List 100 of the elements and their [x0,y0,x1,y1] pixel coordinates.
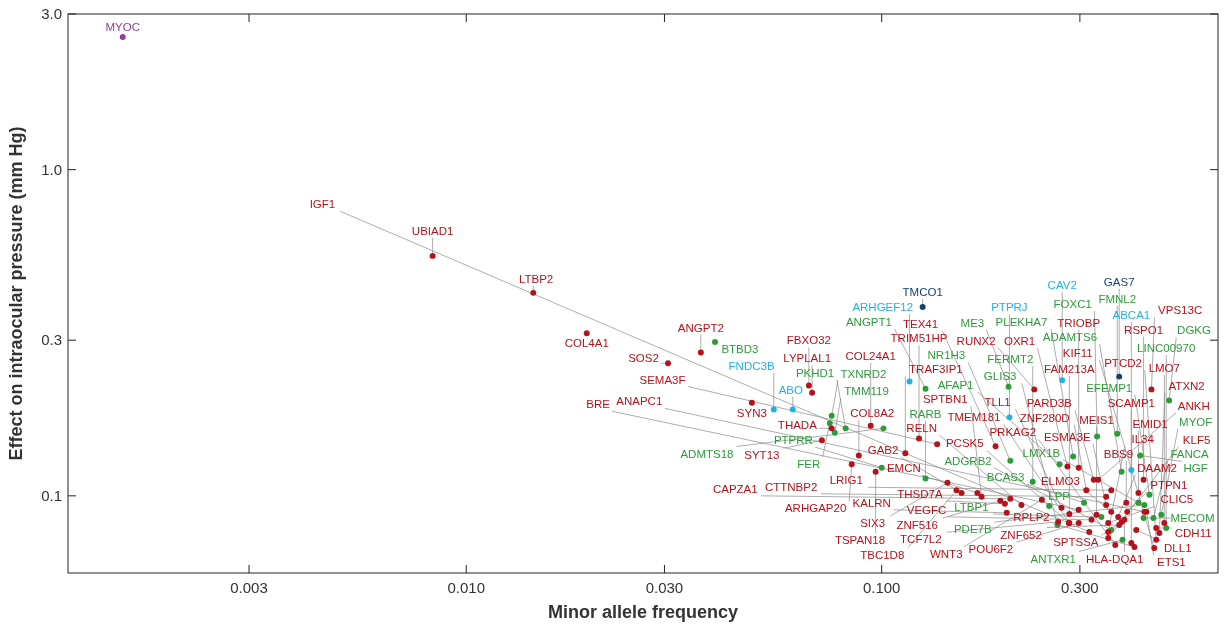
annotation: MYOC [105,21,140,34]
annotation: LPP [1048,489,1071,502]
annotation: NR1H3 [927,349,966,362]
annotation: RSPO1 [1124,323,1164,336]
annotation: MEIS1 [1079,413,1114,426]
annotation: ATXN2 [1168,379,1205,392]
annotation: PLEKHA7 [995,315,1048,328]
annotation: BCAS3 [986,471,1025,484]
annotation: FBXO32 [786,334,831,347]
annotation: TRIM51HP [890,332,948,345]
annotation: MECOM [1170,511,1215,524]
annotation: WNT3 [929,547,963,560]
annotation: SYT13 [744,449,780,462]
x-axis-title: Minor allele frequency [547,602,739,622]
annotation: ANKH [1177,399,1210,412]
x-tick-label: 0.100 [862,579,901,596]
annotation: PTPN1 [1150,478,1188,491]
annotation: PDE7B [953,523,992,536]
annotation: ADAMTS6 [1042,330,1098,343]
annotation: TBC1D8 [860,548,905,561]
annotation: ARHGEF12 [852,300,914,313]
annotation: TMM119 [844,385,889,398]
annotation: EMCN [886,462,921,475]
annotation: TSPAN18 [834,534,886,547]
annotation: PTCD2 [1104,357,1142,370]
annotation: ESMA3E [1043,430,1091,443]
annotation: EMID1 [1132,418,1168,431]
annotation: LINC00970 [1137,342,1196,354]
annotation: PTPRJ [991,301,1028,314]
annotation: HGF [1183,462,1208,475]
annotation: FANCA [1170,448,1210,460]
annotation: KIF11 [1062,347,1093,360]
annotation: MYOF [1179,415,1213,428]
annotation: THADA [777,419,818,432]
annotation: VEGFC [906,503,947,516]
y-tick-label: 3.0 [41,5,62,23]
annotation: BRE [586,398,611,411]
annotation: LTBP2 [518,272,554,285]
annotation: ZNF280D [1019,411,1070,424]
annotation: ELMO3 [1040,474,1080,487]
annotation: FAM213A [1044,362,1095,375]
annotation: CAV2 [1047,279,1077,292]
annotation: COL8A2 [850,407,895,420]
annotation: SIX3 [860,516,886,529]
annotation: LMO7 [1148,361,1180,374]
annotation: FNDC3B [728,360,775,373]
annotation: TEX41 [902,317,939,330]
annotation: LYPLAL1 [783,352,832,365]
annotation: GAS7 [1103,275,1135,288]
x-tick-label: 0.030 [645,579,684,596]
annotation: PCSK5 [945,437,984,450]
annotation: ZNF652 [1000,528,1042,541]
y-tick-label: 1.0 [41,160,62,178]
annotation: ANTXR1 [1030,552,1076,565]
annotation: LRIG1 [829,474,863,487]
annotation: DAAM2 [1137,462,1177,475]
annotation: UBIAD1 [411,224,454,237]
annotation: BBS9 [1103,447,1134,460]
annotation: RARB [909,407,942,420]
annotation: GAB2 [867,444,899,457]
annotation: SOS2 [628,352,659,365]
annotation: FER [797,458,821,471]
annotation: ZNF516 [896,519,938,532]
annotation: SCAMP1 [1107,396,1155,409]
x-tick-label: 0.003 [230,579,268,596]
annotation: ANGPT2 [677,321,724,334]
annotation: ME3 [960,316,985,329]
annotation: SPTSSA [1053,536,1099,549]
annotation: PARD3B [1026,397,1073,410]
annotation: TLL1 [984,396,1011,409]
y-tick-label: 0.1 [41,487,62,505]
annotation: LMX1B [1022,446,1061,459]
annotation: RUNX2 [956,334,996,347]
annotation: SYN3 [736,406,767,419]
annotation: TRAF3IP1 [909,363,963,376]
x-tick-label: 0.010 [447,579,486,596]
annotation: KLF5 [1182,433,1211,446]
annotation: HLA-DQA1 [1085,552,1144,565]
annotation: COL4A1 [564,337,609,350]
annotation: CLIC5 [1160,493,1194,506]
annotation: ABCA1 [1112,309,1151,322]
y-axis-title: Effect on intraocular pressure (mm Hg) [6,126,26,461]
annotation: PTPRR [773,434,813,447]
annotation: PRKAG2 [989,426,1037,439]
annotation: BTBD3 [721,342,759,355]
annotation: TRIOBP [1057,316,1101,329]
annotation: IL34 [1131,432,1155,445]
annotation: RELN [906,422,938,435]
annotation: EFEMP1 [1086,381,1133,394]
annotation: COL24A1 [845,349,896,362]
annotation: CAPZA1 [712,482,758,495]
annotation: DLL1 [1164,541,1192,554]
annotation: TCF7L2 [900,533,942,546]
annotation: AFAP1 [937,378,974,391]
x-tick-label: 0.300 [1061,579,1099,596]
annotation: OXR1 [1003,335,1036,348]
annotation: ETS1 [1157,555,1186,568]
annotation: IGF1 [309,198,336,211]
annotation: RPLP2 [1013,510,1050,523]
annotation: CTTNBP2 [764,480,818,493]
